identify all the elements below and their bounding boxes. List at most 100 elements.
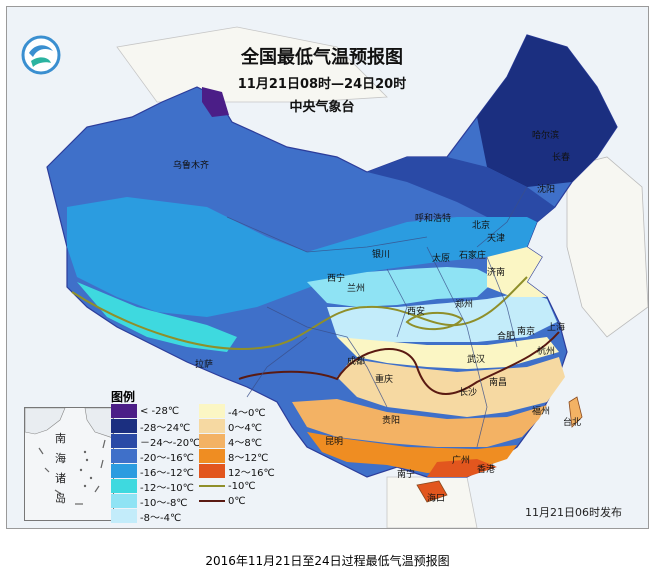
zone-minus10-8	[307, 267, 497, 307]
city-label: 天津	[487, 234, 506, 244]
legend-item: -20～-16℃	[111, 449, 194, 464]
legend-label: 0℃	[228, 495, 246, 507]
legend-label: -20～-16℃	[140, 452, 194, 464]
legend-item: 0～4℃	[199, 419, 262, 434]
isotherm-minus10	[71, 276, 528, 350]
city-label: 香港	[477, 465, 496, 475]
city-label: 石家庄	[459, 251, 487, 261]
korea-japan-land	[566, 156, 648, 338]
zone-below-minus28	[202, 87, 229, 117]
china-min-temp-map	[7, 7, 648, 528]
city-label: 西安	[407, 307, 426, 317]
legend-label: 0～4℃	[228, 422, 262, 434]
legend-item: -10℃	[199, 479, 256, 493]
north-land	[116, 26, 388, 103]
city-label: 杭州	[537, 347, 556, 357]
legend-swatch	[199, 434, 225, 448]
legend-line-swatch	[199, 494, 225, 508]
inset-label: 南	[55, 432, 66, 445]
city-label: 合肥	[497, 332, 516, 342]
legend-item: -12～-10℃	[111, 479, 194, 494]
legend-item: -10～-8℃	[111, 494, 188, 509]
legend-swatch	[111, 494, 137, 508]
city-label: 南京	[517, 327, 536, 337]
legend-line-swatch	[199, 479, 225, 493]
city-label: 长沙	[459, 388, 478, 398]
city-label: 昆明	[325, 437, 344, 447]
map-frame: 全国最低气温预报图 11月21日08时—24日20时 中央气象台 乌鲁木齐 哈尔…	[6, 6, 649, 529]
province-borders	[226, 186, 528, 448]
legend-label: -4～0℃	[228, 407, 266, 419]
legend-label: －24～-20℃	[140, 437, 201, 449]
legend-item: 12～16℃	[199, 464, 275, 479]
legend-swatch	[111, 434, 137, 448]
zone-4-8	[292, 399, 547, 447]
legend-item: -16～-12℃	[111, 464, 194, 479]
city-label: 武汉	[467, 355, 486, 365]
legend-swatch	[111, 464, 137, 478]
map-title-block: 全国最低气温预报图 11月21日08时—24日20时 中央气象台	[212, 43, 432, 115]
legend-item: < -28℃	[111, 404, 179, 418]
legend-swatch	[111, 404, 137, 418]
city-label: 太原	[432, 254, 451, 264]
city-label: 海口	[427, 494, 446, 504]
legend-title: 图例	[111, 390, 136, 404]
city-label: 上海	[547, 323, 566, 333]
city-label: 北京	[472, 221, 491, 231]
legend-item: -4～0℃	[199, 404, 266, 419]
zone-minus12-10-west	[77, 282, 237, 352]
city-label: 银川	[372, 250, 391, 260]
isotherm-minus10-loop	[405, 311, 464, 331]
legend-swatch	[199, 419, 225, 433]
legend-swatch	[111, 479, 137, 493]
city-label: 呼和浩特	[415, 214, 452, 224]
legend-swatch	[199, 464, 225, 478]
legend-label: 8～12℃	[228, 452, 269, 464]
hainan-island	[416, 480, 448, 503]
city-label: 郑州	[455, 300, 474, 310]
city-label: 哈尔滨	[532, 131, 560, 141]
zone-12-16	[427, 459, 497, 477]
legend-label: -10℃	[228, 480, 256, 492]
map-title: 全国最低气温预报图	[241, 47, 403, 68]
legend-swatch	[111, 419, 137, 433]
legend-swatch	[111, 509, 137, 523]
zone-minus16-12	[67, 197, 537, 317]
map-period: 11月21日08时—24日20时	[237, 77, 407, 92]
inset-label: 海	[55, 452, 66, 465]
legend-item: 8～12℃	[199, 449, 269, 464]
cma-logo	[21, 35, 61, 75]
legend-label: -16～-12℃	[140, 467, 194, 479]
city-label: 西宁	[327, 274, 346, 284]
legend-swatch	[199, 404, 225, 418]
taiwan-island	[568, 396, 583, 428]
legend-item: -28～24℃	[111, 419, 191, 434]
zone-minus28-24	[477, 35, 617, 187]
city-label: 兰州	[347, 284, 366, 294]
zone-0-4	[337, 357, 565, 417]
legend-label: 12～16℃	[228, 467, 275, 479]
legend-item: 4～8℃	[199, 434, 262, 449]
city-label: 沈阳	[537, 185, 556, 195]
zone-minus4-0	[337, 337, 559, 369]
city-label: 贵阳	[382, 416, 401, 426]
legend-label: -28～24℃	[140, 422, 191, 434]
city-label: 重庆	[375, 375, 394, 385]
legend-label: 4～8℃	[228, 437, 262, 449]
inset-label: 岛	[55, 492, 66, 505]
city-label: 南宁	[397, 470, 416, 480]
city-label: 广州	[452, 456, 471, 466]
release-time: 11月21日06时发布	[525, 506, 622, 519]
city-label: 拉萨	[195, 360, 214, 370]
map-issuer: 中央气象台	[289, 100, 355, 115]
zone-minus24-20	[367, 157, 555, 222]
isotherm-0	[238, 331, 560, 395]
city-label: 福州	[532, 407, 551, 417]
city-label: 南昌	[489, 378, 508, 388]
city-label: 济南	[487, 268, 506, 278]
inset-label: 诸	[55, 472, 66, 485]
zone-minus4-0-north	[487, 247, 547, 297]
south-china-sea-inset: 南 海 诸 岛	[24, 407, 114, 521]
legend-item: 0℃	[199, 494, 246, 508]
legend-item: -8～-4℃	[111, 509, 181, 524]
